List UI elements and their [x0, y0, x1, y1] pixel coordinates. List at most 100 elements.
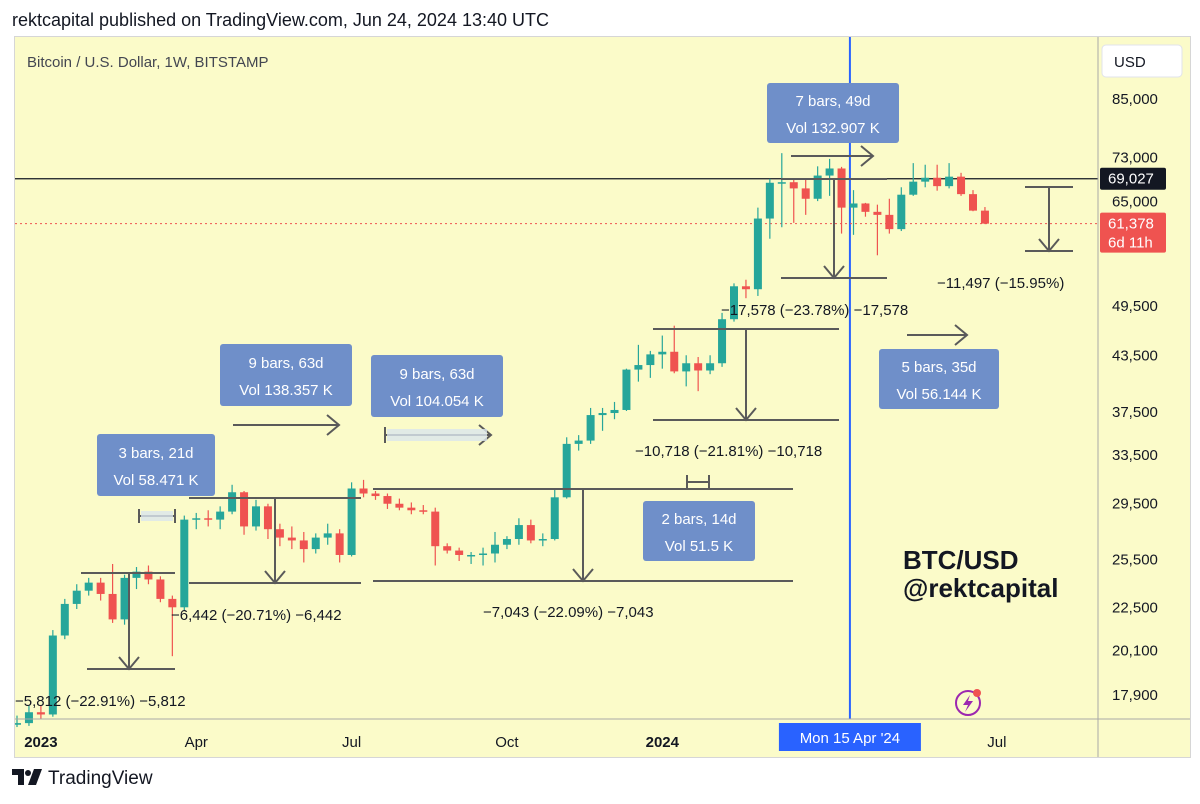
candle-body [395, 503, 404, 508]
currency-button[interactable]: USD [1101, 44, 1183, 78]
candle-body [550, 497, 559, 540]
candle-body [371, 493, 380, 497]
candle-body [526, 525, 535, 541]
candle-body [957, 176, 966, 195]
candle-body [682, 363, 691, 372]
range-box-3-line2: Vol 104.054 K [390, 393, 483, 410]
chart-pane[interactable]: 85,000 73,000 65,000 49,500 43,500 37,500 33,5… [14, 36, 1191, 758]
range-box-5-line1: 7 bars, 49d [795, 93, 870, 110]
candle-body [730, 286, 738, 320]
candle-body [347, 488, 356, 555]
candle-body [861, 203, 870, 212]
hline-price-tag: 69,027 [1100, 167, 1166, 190]
candle-body [335, 533, 344, 555]
range-box-1-line2: Vol 58.471 K [113, 472, 198, 489]
price-tick-label: 22,500 [1112, 599, 1158, 616]
candle-body [777, 182, 786, 184]
time-tick-label: Jul [987, 734, 1006, 751]
drop-label-2: −6,442 (−20.71%) −6,442 [171, 607, 342, 624]
candle-body [837, 168, 846, 208]
price-tick-label: 25,500 [1112, 551, 1158, 568]
candle-body [383, 496, 392, 504]
time-tick-label: Apr [185, 734, 208, 751]
price-axis[interactable]: 85,000 73,000 65,000 49,500 43,500 37,500 33,5… [1112, 91, 1158, 704]
tradingview-brand[interactable]: TradingView [12, 768, 153, 790]
candle-body [945, 176, 954, 187]
candle-body [825, 168, 834, 176]
candle-body [502, 539, 511, 545]
time-tick-label: 2024 [646, 734, 680, 751]
candle-body [813, 175, 822, 199]
current-price-label: 61,378 [1108, 216, 1154, 233]
candle-body [407, 507, 416, 511]
candle-body [562, 443, 571, 498]
candle-body [538, 539, 547, 541]
range-box-3-line1: 9 bars, 63d [399, 366, 474, 383]
symbol-title[interactable]: Bitcoin / U.S. Dollar, 1W, BITSTAMP [27, 54, 268, 71]
candle-body [801, 188, 810, 199]
candle-body [969, 194, 977, 211]
candle-body [108, 593, 117, 620]
drop-label-6: −11,497 (−15.95%) [937, 275, 1064, 292]
candle-body [586, 415, 595, 441]
candlestick-chart[interactable]: 85,000 73,000 65,000 49,500 43,500 37,500 33,5… [15, 37, 1190, 757]
candle-body [48, 635, 57, 715]
price-tick-label: 43,500 [1112, 347, 1158, 364]
candle-body [873, 211, 882, 215]
candle-body [634, 365, 643, 370]
candle-body [598, 413, 607, 416]
range-box-2: 9 bars, 63d Vol 138.357 K [220, 344, 352, 406]
range-box-2-line1: 9 bars, 63d [248, 355, 323, 372]
tradingview-brand-text: TradingView [48, 768, 153, 789]
candle-body [204, 518, 213, 520]
drop-label-3: −7,043 (−22.09%) −7,043 [483, 604, 654, 621]
candle-body [574, 440, 583, 444]
candle-body [228, 492, 237, 512]
price-tick-label: 65,000 [1112, 194, 1158, 211]
drop-label-5: −17,578 (−23.78%) −17,578 [721, 302, 908, 319]
candle-body [909, 181, 918, 195]
candle-body [658, 351, 667, 355]
candle-body [479, 553, 488, 556]
candle-body [622, 369, 631, 410]
price-tick-label: 85,000 [1112, 91, 1158, 108]
range-highlight-small [141, 511, 173, 521]
drop-label-4: −10,718 (−21.81%) −10,718 [635, 443, 822, 460]
candle-body [455, 550, 464, 555]
price-tick-label: 49,500 [1112, 298, 1158, 315]
time-axis[interactable]: 2023 Apr Jul Oct 2024 Jul [24, 734, 1006, 751]
candle-body [514, 525, 523, 540]
tradingview-logo-icon [12, 768, 42, 790]
candle-body [192, 518, 201, 520]
candle-body [156, 579, 165, 599]
candle-body [885, 214, 894, 230]
candle-body [443, 546, 452, 551]
range-box-6-line2: Vol 56.144 K [896, 386, 981, 403]
lightning-icon[interactable] [955, 689, 981, 716]
countdown-label: 6d 11h [1108, 235, 1153, 252]
time-tick-label: Oct [495, 734, 519, 751]
candle-body [96, 582, 105, 594]
candle-body [252, 506, 260, 527]
price-tick-label: 37,500 [1112, 404, 1158, 421]
candle-body [646, 354, 655, 366]
currency-button-label: USD [1114, 54, 1146, 71]
time-tick-label: 2023 [24, 734, 57, 751]
candles-group [15, 153, 989, 728]
candle-body [144, 571, 153, 580]
candle-body [610, 409, 619, 414]
price-tick-label: 29,500 [1112, 496, 1158, 513]
range-box-1-line1: 3 bars, 21d [118, 445, 193, 462]
candle-body [72, 590, 81, 604]
candle-body [789, 182, 798, 189]
price-tick-label: 73,000 [1112, 149, 1158, 166]
candle-body [359, 488, 368, 494]
candle-body [849, 203, 858, 208]
candle-body [168, 598, 177, 608]
hline-price-label: 69,027 [1108, 171, 1154, 188]
watermark-author: @rektcapital [903, 573, 1058, 603]
candle-body [694, 363, 703, 371]
candle-body [15, 723, 21, 725]
candle-body [60, 603, 69, 636]
candle-body [180, 519, 189, 608]
